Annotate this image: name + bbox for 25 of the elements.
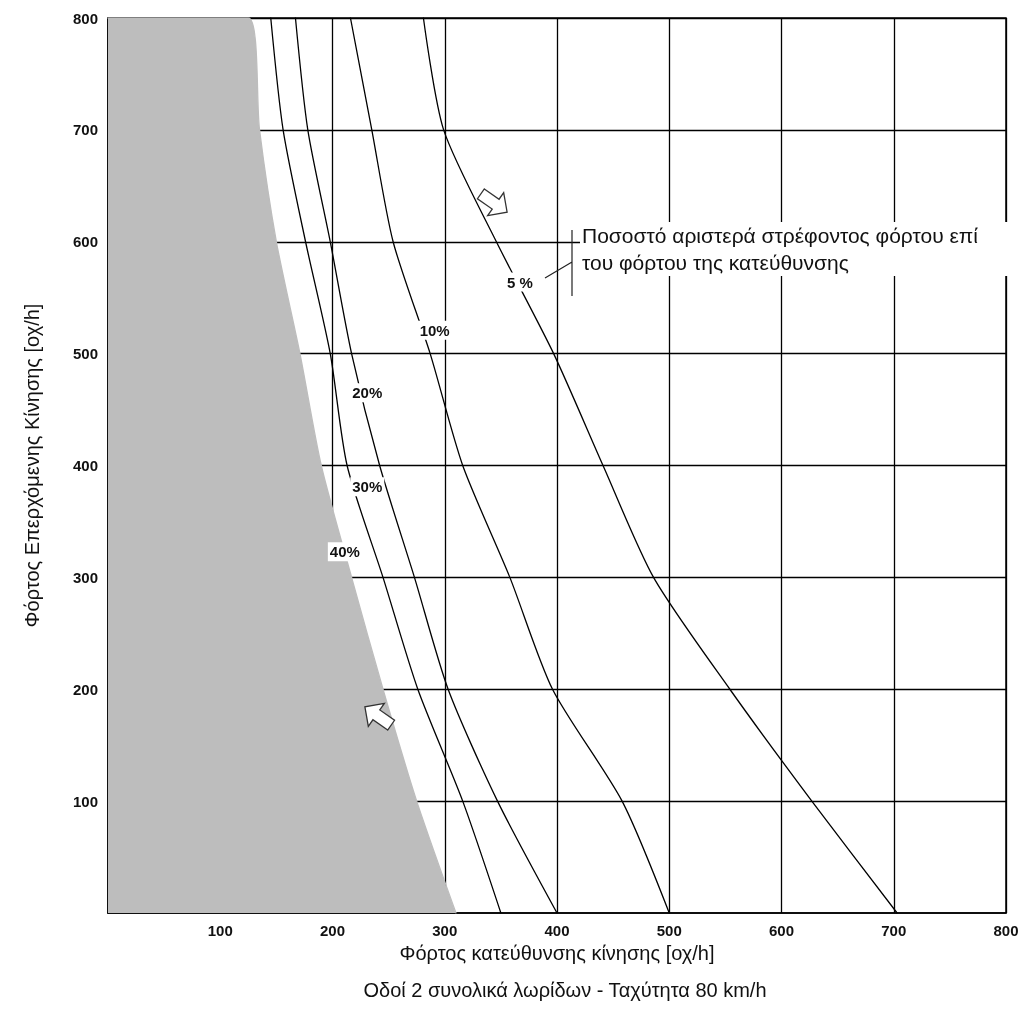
y-tick-label: 500: [72, 345, 98, 363]
y-axis-title: Φόρτος Επερχόμενης Κίνησης [οχ/h]: [21, 303, 43, 628]
y-tick-label: 600: [72, 233, 98, 251]
annotation: 5 %: [507, 273, 533, 291]
y-tick-label: 200: [72, 680, 98, 698]
y-tick-label: 300: [72, 568, 98, 586]
y-tick-label: 400: [72, 457, 98, 474]
x-tick-label: 600: [768, 922, 795, 939]
annotation: 20%: [352, 384, 383, 402]
x-tick-label: 100: [207, 922, 233, 939]
y-tick-label: 700: [72, 121, 98, 139]
text: Οδοί 2 συνολικά λωρίδων - Ταχύτητα 80 km/h: [363, 979, 767, 1001]
annotation: Ποσοστό αριστερά στρέφοντος φόρτου επί του φόρτου της κατεύθυνσης: [580, 222, 1009, 276]
x-tick-label: 200: [319, 922, 346, 939]
annotation: 10%: [419, 321, 450, 339]
y-tick-label: 800: [72, 9, 98, 27]
annotation: 40%: [329, 543, 360, 561]
x-axis-title: Φόρτος κατεύθυνσης κίνησης [οχ/h]: [399, 942, 715, 964]
x-tick-label: 300: [432, 922, 458, 939]
x-tick-label: 400: [544, 922, 570, 939]
x-tick-label: 800: [993, 922, 1019, 939]
annotation: 30%: [352, 478, 383, 496]
x-tick-label: 500: [656, 922, 682, 939]
y-tick-label: 100: [72, 792, 98, 810]
x-tick-label: 700: [881, 922, 907, 939]
